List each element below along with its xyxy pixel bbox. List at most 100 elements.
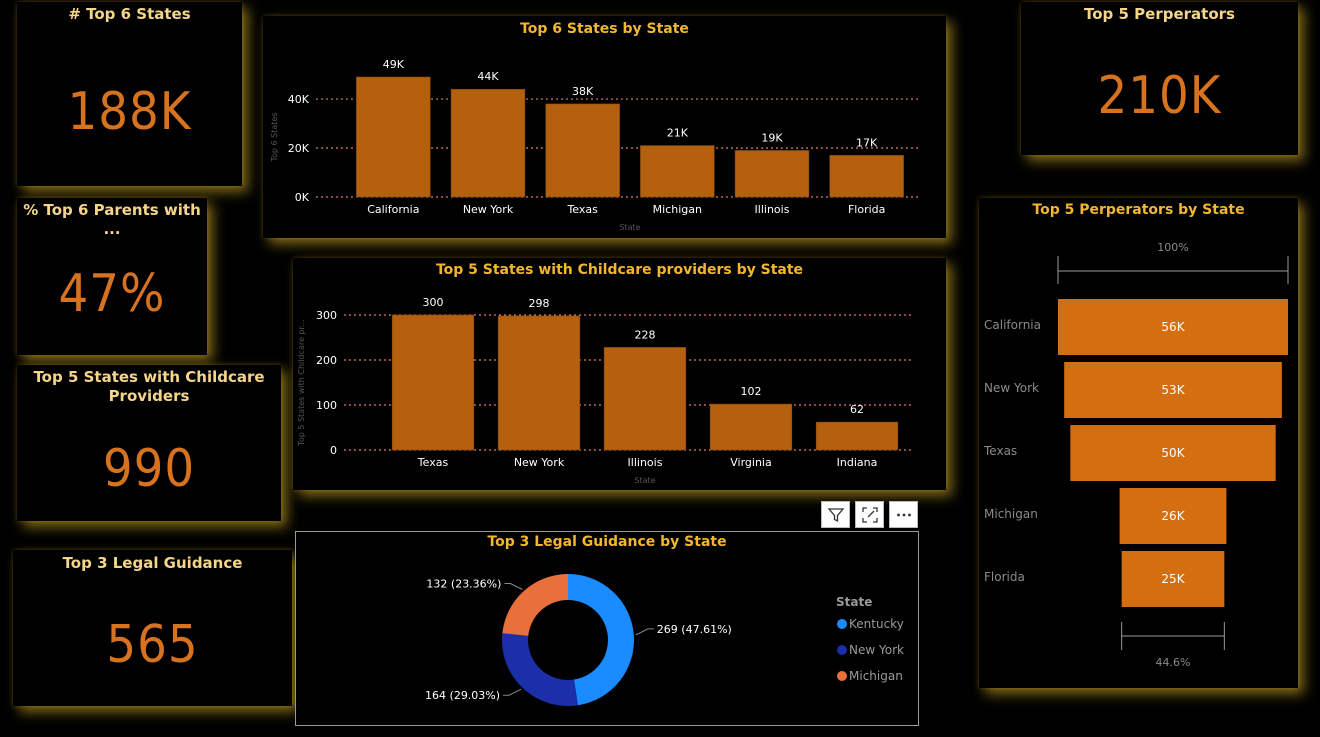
data-label: 38K bbox=[572, 85, 594, 98]
data-label: 102 bbox=[741, 385, 762, 398]
data-label: 50K bbox=[1161, 446, 1185, 460]
y-tick-label: 20K bbox=[288, 142, 310, 155]
data-label: 298 bbox=[529, 297, 550, 310]
more-options-button[interactable] bbox=[889, 501, 918, 528]
chart-childcare-providers[interactable]: Top 5 States with Childcare providers by… bbox=[293, 258, 946, 490]
data-label: 17K bbox=[856, 136, 878, 149]
x-tick-label: Illinois bbox=[628, 456, 663, 469]
y-tick-label: 100 bbox=[316, 399, 337, 412]
funnel-bar bbox=[1119, 488, 1227, 544]
donut-slice bbox=[502, 574, 568, 636]
more-options-icon bbox=[896, 513, 911, 516]
y-axis-title: Top 6 States bbox=[270, 112, 279, 162]
bar-chart-childcare-providers: 0 100 200 300 300 Texas 298 New York 228 Illinois… bbox=[297, 296, 914, 485]
legend-item: Kentucky bbox=[849, 617, 904, 631]
chart-title: Top 5 Perperators by State bbox=[1032, 202, 1245, 218]
x-tick-label: Virginia bbox=[730, 456, 771, 469]
kpi-card-legal-guidance[interactable]: Top 3 Legal Guidance 565 bbox=[13, 550, 292, 706]
funnel-chart-perpetrators: 100% 56K California 53K New York 50K Texas 26K M… bbox=[983, 241, 1289, 669]
y-tick-label: 200 bbox=[316, 354, 337, 367]
chart-legal-guidance[interactable]: Top 3 Legal Guidance by State 269 (47.61… bbox=[295, 531, 919, 726]
legend-marker bbox=[837, 671, 847, 681]
data-label: 269 (47.61%) bbox=[657, 623, 732, 636]
category-label: Florida bbox=[984, 570, 1025, 584]
category-label: California bbox=[984, 318, 1041, 332]
kpi-card-childcare-providers[interactable]: Top 5 States with Childcare Providers 99… bbox=[17, 365, 281, 521]
category-label: Michigan bbox=[984, 507, 1038, 521]
y-tick-label: 40K bbox=[288, 93, 310, 106]
funnel-bar bbox=[1070, 425, 1276, 481]
funnel-bottom-label: 44.6% bbox=[1156, 656, 1191, 669]
data-label: 21K bbox=[667, 127, 689, 140]
data-label: 19K bbox=[761, 131, 783, 144]
leader-line bbox=[503, 688, 522, 696]
bar bbox=[709, 403, 793, 451]
y-tick-label: 300 bbox=[316, 309, 337, 322]
kpi-value: 565 bbox=[106, 615, 199, 675]
donut-chart-legal-guidance: 269 (47.61%) 164 (29.03%) 132 (23.36%) Stat… bbox=[425, 574, 904, 706]
x-tick-label: Indiana bbox=[837, 456, 878, 469]
y-tick-label: 0 bbox=[330, 444, 337, 457]
data-label: 26K bbox=[1161, 509, 1185, 523]
kpi-card-top6-states[interactable]: # Top 6 States 188K bbox=[17, 2, 242, 186]
x-tick-label: Texas bbox=[417, 456, 449, 469]
bar bbox=[450, 88, 526, 198]
legend-marker bbox=[837, 645, 847, 655]
kpi-value: 210K bbox=[1097, 66, 1222, 126]
x-axis-title: State bbox=[619, 223, 640, 232]
category-label: New York bbox=[984, 381, 1039, 395]
kpi-title: # Top 6 States bbox=[68, 5, 191, 23]
y-tick-label: 0K bbox=[295, 191, 310, 204]
kpi-value: 47% bbox=[58, 264, 166, 324]
filter-button[interactable] bbox=[821, 501, 850, 528]
leader-line bbox=[635, 628, 654, 636]
bar bbox=[545, 103, 620, 198]
funnel-top-label: 100% bbox=[1157, 241, 1188, 254]
filter-icon bbox=[827, 507, 844, 522]
bar bbox=[815, 421, 899, 451]
data-label: 228 bbox=[635, 328, 656, 341]
bar-chart-top6-states: 0K 20K 40K 49K California 44K New York 38K Texas… bbox=[270, 58, 918, 232]
funnel-bar bbox=[1064, 362, 1282, 418]
category-label: Texas bbox=[983, 444, 1017, 458]
kpi-value: 990 bbox=[102, 439, 196, 499]
x-axis-title: State bbox=[634, 476, 655, 485]
bar bbox=[603, 347, 687, 451]
kpi-title-line1: Top 5 States with Childcare bbox=[33, 368, 265, 386]
chart-title: Top 3 Legal Guidance by State bbox=[487, 534, 727, 550]
kpi-value: 188K bbox=[67, 82, 192, 142]
data-label: 132 (23.36%) bbox=[426, 578, 501, 591]
bar bbox=[356, 76, 431, 198]
y-axis-title: Top 5 States with Childcare pr... bbox=[297, 319, 306, 446]
x-tick-label: Michigan bbox=[653, 203, 702, 216]
kpi-title: % Top 6 Parents with ... bbox=[23, 201, 201, 238]
data-label: 164 (29.03%) bbox=[425, 689, 500, 702]
leader-line bbox=[504, 583, 523, 590]
chart-top6-states[interactable]: Top 6 States by State 0K 20K 40K 49K Califor… bbox=[263, 16, 946, 238]
chart-title: Top 5 States with Childcare providers by… bbox=[435, 262, 804, 278]
x-tick-label: California bbox=[367, 203, 419, 216]
donut-slice bbox=[502, 633, 578, 706]
funnel-bar bbox=[1121, 551, 1225, 607]
x-tick-label: Florida bbox=[848, 203, 885, 216]
bar bbox=[829, 155, 904, 198]
legend-item: New York bbox=[849, 643, 904, 657]
bar bbox=[497, 315, 581, 451]
kpi-title: Top 3 Legal Guidance bbox=[62, 554, 243, 572]
data-label: 53K bbox=[1161, 383, 1185, 397]
x-tick-label: New York bbox=[514, 456, 565, 469]
focus-mode-button[interactable] bbox=[855, 501, 884, 528]
bar bbox=[734, 150, 810, 198]
data-label: 25K bbox=[1161, 572, 1185, 586]
expand-icon bbox=[861, 506, 878, 523]
kpi-title-line2: Providers bbox=[108, 387, 190, 405]
kpi-card-perpetrators[interactable]: Top 5 Perperators 210K bbox=[1021, 2, 1298, 155]
data-label: 44K bbox=[477, 70, 499, 83]
data-label: 62 bbox=[850, 403, 864, 416]
data-label: 49K bbox=[383, 58, 405, 71]
bar bbox=[640, 145, 715, 198]
donut-slice bbox=[568, 574, 634, 706]
chart-perpetrators-funnel[interactable]: Top 5 Perperators by State 100% 56K Califo… bbox=[979, 198, 1298, 688]
kpi-card-pct-parents[interactable]: % Top 6 Parents with ... 47% bbox=[17, 198, 207, 355]
legend-title: State bbox=[836, 595, 872, 609]
